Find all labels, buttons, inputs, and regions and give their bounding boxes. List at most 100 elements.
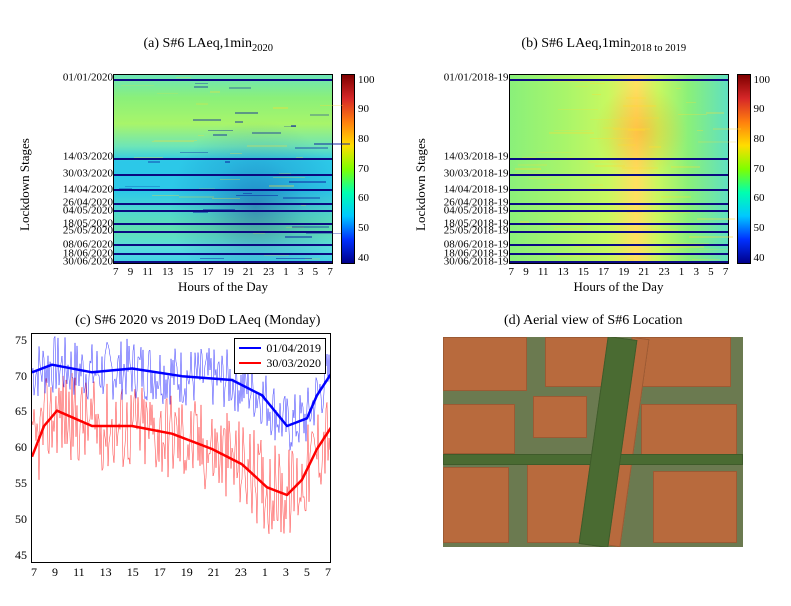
legend-label: 01/04/2019	[266, 341, 321, 356]
xtick-label: 3	[298, 266, 304, 278]
xtick-label: 17	[154, 565, 166, 580]
cbar-tick-label: 80	[754, 133, 771, 145]
cbar-tick-label: 60	[358, 192, 375, 204]
ytick-label: 25/05/2020	[63, 226, 113, 237]
ytick-label: 65	[15, 404, 27, 419]
cbar-tick-label: 90	[358, 103, 375, 115]
title-text: (b) S#6 LAeq,1min	[521, 36, 630, 51]
ytick-label: 01/01/2020	[63, 72, 113, 83]
panel-b-yticks: 01/01/2018-1914/03/2018-1930/03/2018-191…	[431, 74, 509, 264]
xtick-label: 5	[313, 266, 319, 278]
ytick-label: 14/04/2020	[63, 184, 113, 195]
xtick-label: 19	[618, 266, 629, 278]
legend: 01/04/2019 30/03/2020	[234, 338, 326, 374]
xtick-label: 21	[243, 266, 254, 278]
building-block	[653, 471, 737, 542]
cbar-tick-label: 100	[754, 74, 771, 86]
ytick-label: 70	[15, 369, 27, 384]
cbar-tick-label: 60	[754, 192, 771, 204]
xtick-label: 15	[182, 266, 193, 278]
xtick-label: 19	[181, 565, 193, 580]
xtick-label: 3	[283, 565, 289, 580]
panel-d-title: (d) Aerial view of S#6 Location	[411, 313, 777, 329]
xtick-label: 15	[127, 565, 139, 580]
panel-b-colorbar: 100908070605040	[737, 74, 771, 295]
panel-b-heatmap	[509, 74, 729, 264]
panel-c: (c) S#6 2020 vs 2019 DoD LAeq (Monday) 7…	[15, 313, 381, 580]
colorbar-ticks: 100 90 80 70 60 50 40	[355, 74, 375, 264]
ytick-label: 60	[15, 440, 27, 455]
panel-c-plot: 01/04/2019 30/03/2020	[31, 333, 331, 563]
ytick-label: 55	[15, 476, 27, 491]
title-sub: 2020	[252, 43, 273, 54]
cbar-tick-label: 90	[754, 103, 771, 115]
xtick-label: 21	[638, 266, 649, 278]
xtick-label: 17	[598, 266, 609, 278]
xtick-label: 11	[142, 266, 153, 278]
colorbar-ticks: 100908070605040	[751, 74, 771, 264]
xtick-label: 5	[304, 565, 310, 580]
ytick-label: 30/06/2020	[63, 256, 113, 267]
xtick-label: 7	[723, 266, 729, 278]
xtick-label: 11	[73, 565, 85, 580]
ytick-label: 75	[15, 333, 27, 348]
building-block	[641, 404, 737, 459]
building-block	[533, 396, 587, 438]
ytick-label: 04/05/2018-19	[444, 205, 509, 216]
xtick-label: 1	[679, 266, 685, 278]
xtick-label: 13	[162, 266, 173, 278]
panel-b-xlabel: Hours of the Day	[509, 279, 729, 295]
legend-line-icon	[239, 362, 261, 364]
xtick-label: 23	[235, 565, 247, 580]
panel-b-ylabel: Lockdown Stages	[411, 74, 431, 295]
ytick-label: 14/03/2018-19	[444, 152, 509, 163]
panel-a-ylabel: Lockdown Stages	[15, 74, 35, 295]
aerial-view	[443, 337, 743, 547]
panel-b-title: (b) S#6 LAeq,1min2018 to 2019	[411, 20, 777, 70]
panel-a-yticks: 01/01/2020 14/03/2020 30/03/2020 14/04/2020…	[35, 74, 113, 264]
xtick-label: 7	[509, 266, 515, 278]
xtick-label: 19	[223, 266, 234, 278]
title-text: (a) S#6 LAeq,1min	[144, 36, 252, 51]
panel-a-colorbar: 100 90 80 70 60 50 40	[341, 74, 375, 295]
legend-row: 30/03/2020	[239, 356, 321, 371]
xtick-label: 3	[693, 266, 699, 278]
panel-b-xticks: 79111315171921231357	[509, 266, 729, 278]
xtick-label: 11	[538, 266, 549, 278]
ytick-label: 25/05/2018-19	[444, 226, 509, 237]
panel-c-title: (c) S#6 2020 vs 2019 DoD LAeq (Monday)	[15, 313, 381, 329]
colorbar-strip	[341, 74, 355, 264]
xtick-label: 9	[128, 266, 134, 278]
ytick-label: 30/06/2018-19	[444, 256, 509, 267]
xtick-label: 9	[523, 266, 529, 278]
cbar-tick-label: 40	[358, 252, 375, 264]
cbar-tick-label: 70	[358, 163, 375, 175]
xtick-label: 7	[325, 565, 331, 580]
xtick-label: 23	[659, 266, 670, 278]
cbar-tick-label: 70	[754, 163, 771, 175]
xtick-label: 15	[578, 266, 589, 278]
title-sub: 2018 to 2019	[631, 43, 686, 54]
legend-line-icon	[239, 347, 261, 349]
xtick-label: 1	[283, 266, 289, 278]
panel-c-yticks: 75706560555045	[15, 333, 31, 563]
ytick-label: 14/04/2018-19	[444, 184, 509, 195]
xtick-label: 7	[113, 266, 119, 278]
panel-a: (a) S#6 LAeq,1min2020 Lockdown Stages 01…	[15, 20, 381, 295]
cbar-tick-label: 80	[358, 133, 375, 145]
xtick-label: 7	[31, 565, 37, 580]
cbar-tick-label: 50	[358, 222, 375, 234]
xtick-label: 9	[52, 565, 58, 580]
ytick-label: 30/03/2020	[63, 169, 113, 180]
xtick-label: 13	[100, 565, 112, 580]
panel-c-xticks: 79111315171921231357	[31, 565, 331, 580]
building-block	[635, 337, 731, 387]
panel-a-heatmap	[113, 74, 333, 264]
panel-a-xlabel: Hours of the Day	[113, 279, 333, 295]
cbar-tick-label: 50	[754, 222, 771, 234]
ytick-label: 01/01/2018-19	[444, 72, 509, 83]
cbar-tick-label: 100	[358, 74, 375, 86]
ytick-label: 14/03/2020	[63, 152, 113, 163]
building-block	[443, 467, 509, 543]
ytick-label: 50	[15, 512, 27, 527]
